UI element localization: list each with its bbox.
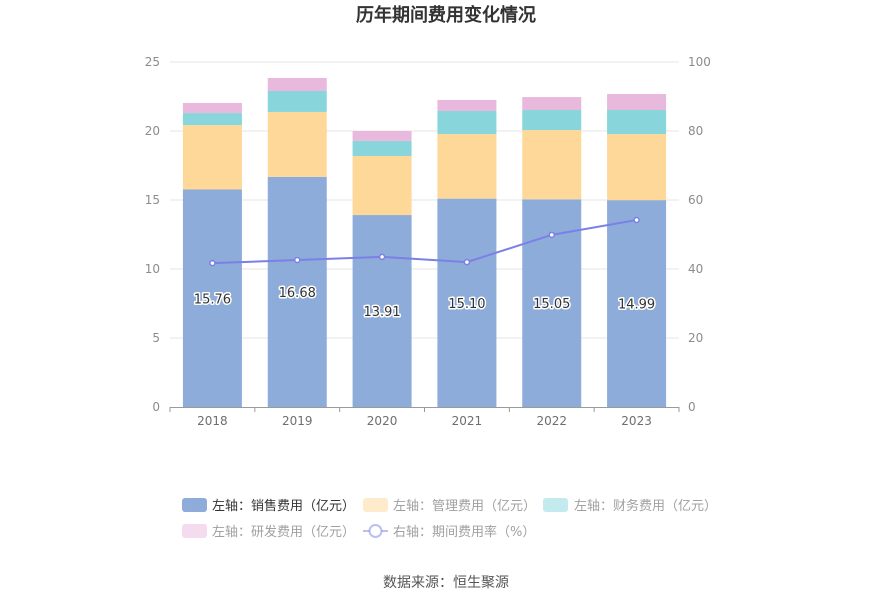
- legend-swatch-rnd: [182, 524, 207, 538]
- bar-segment: [182, 189, 242, 407]
- legend-item-sales[interactable]: 左轴：销售费用（亿元）: [182, 498, 355, 514]
- x-axis-tick-label: 2020: [367, 414, 398, 428]
- data-source: 数据来源：恒生聚源: [383, 575, 509, 591]
- bar-segment: [522, 97, 582, 111]
- legend-item-rate[interactable]: 右轴：期间费用率（%）: [363, 524, 535, 540]
- bar-segment: [182, 102, 242, 114]
- legend-label-rate: 右轴：期间费用率（%）: [393, 524, 535, 540]
- left-axis-tick-label: 10: [145, 262, 160, 276]
- bar-data-label: 15.76: [194, 292, 231, 307]
- left-axis-tick-label: 20: [145, 124, 160, 138]
- bar-segment: [437, 99, 497, 111]
- bar-segment: [352, 131, 412, 141]
- rate-point: [378, 253, 386, 261]
- legend-item-rnd[interactable]: 左轴：研发费用（亿元）: [182, 524, 355, 540]
- bar-segment: [522, 130, 582, 200]
- right-axis-tick-label: 20: [688, 331, 703, 345]
- rate-point: [548, 231, 555, 239]
- rate-point: [294, 256, 301, 264]
- bar-segment: [267, 78, 327, 91]
- left-axis-tick-label: 15: [145, 193, 160, 207]
- bar-segment: [437, 198, 497, 407]
- x-axis-tick-label: 2022: [536, 414, 567, 428]
- bar-segment: [182, 113, 242, 126]
- bar-segment: [352, 215, 412, 407]
- bar-segment: [352, 140, 412, 156]
- bar-segment: [267, 176, 327, 407]
- bar-segment: [352, 155, 412, 216]
- left-axis-tick-label: 5: [152, 331, 160, 345]
- legend-label-sales: 左轴：销售费用（亿元）: [212, 498, 355, 514]
- bar-segment: [607, 94, 667, 111]
- bar-data-label: 15.05: [533, 297, 570, 312]
- legend-label-admin: 左轴：管理费用（亿元）: [393, 499, 536, 514]
- rate-point: [463, 258, 471, 266]
- bar-segment: [522, 110, 582, 131]
- bar-data-label: 15.10: [448, 297, 485, 312]
- legend-swatch-admin: [363, 498, 388, 512]
- data-labels: 15.76 16.68 13.91 15.10 15.05 14.99: [192, 284, 656, 321]
- bar-segment: [607, 134, 667, 201]
- left-axis-tick-label: 25: [145, 55, 160, 69]
- bar-segment: [607, 200, 667, 407]
- bar-segment: [437, 110, 497, 135]
- chart-title: 历年期间费用变化情况: [356, 4, 536, 26]
- x-axis-tick-label: 2023: [621, 414, 652, 428]
- gridlines: [170, 61, 679, 339]
- x-axis-tick-label: 2018: [197, 414, 228, 428]
- right-axis-tick-label: 0: [688, 400, 696, 414]
- bar-segment: [267, 111, 327, 177]
- bar-segment: [437, 134, 497, 199]
- axes: 0 5 10 15 20 25 0 20 40 60 80 100 2018 2019 2020 2021 20…: [145, 55, 711, 428]
- right-axis-tick-label: 80: [688, 124, 703, 138]
- legend-item-finance[interactable]: 左轴：财务费用（亿元）: [543, 498, 717, 514]
- legend-label-rnd: 左轴：研发费用（亿元）: [212, 524, 355, 540]
- bar-segment: [267, 90, 327, 112]
- legend-label-finance: 左轴：财务费用（亿元）: [574, 498, 717, 514]
- rate-line: [212, 219, 637, 265]
- legend-swatch-rate-marker: [368, 524, 383, 538]
- right-axis-tick-label: 60: [688, 193, 703, 207]
- bar-segment: [607, 110, 667, 135]
- right-axis-tick-label: 40: [688, 262, 703, 276]
- legend-swatch-sales: [182, 498, 207, 512]
- legend: 左轴：销售费用（亿元） 左轴：管理费用（亿元） 左轴：财务费用（亿元） 左轴：研…: [182, 498, 717, 540]
- x-axis-tick-label: 2019: [282, 414, 313, 428]
- legend-swatch-finance: [543, 498, 568, 512]
- x-axis-tick-label: 2021: [452, 414, 483, 428]
- bar-segment: [182, 125, 242, 190]
- rate-point: [209, 259, 216, 267]
- left-axis-tick-label: 0: [152, 400, 160, 414]
- bar-data-label: 14.99: [618, 298, 655, 313]
- bar-data-label: 16.68: [279, 286, 316, 301]
- stacked-bars: [182, 78, 667, 407]
- right-axis-tick-label: 100: [688, 55, 711, 69]
- bar-data-label: 13.91: [363, 305, 400, 320]
- rate-line-series: [209, 216, 640, 267]
- rate-point: [633, 216, 640, 224]
- legend-item-admin[interactable]: 左轴：管理费用（亿元）: [363, 498, 536, 514]
